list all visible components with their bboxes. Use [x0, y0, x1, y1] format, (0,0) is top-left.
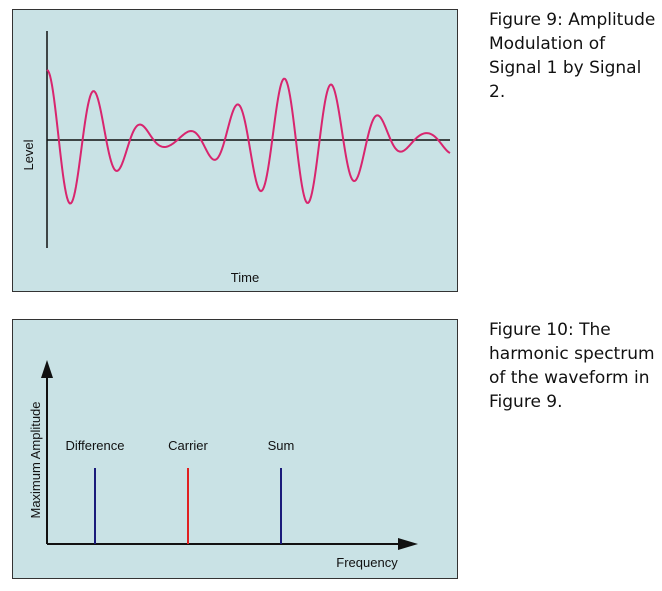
fig9-waveform	[46, 69, 451, 205]
fig10-sum-label: Sum	[268, 438, 295, 453]
fig10-xlabel: Frequency	[336, 555, 398, 570]
figure9-panel	[12, 9, 458, 292]
fig9-ylabel: Level	[21, 139, 36, 170]
figure10-panel	[12, 319, 458, 579]
fig10-x-arrowhead	[398, 538, 418, 550]
fig10-difference-label: Difference	[65, 438, 124, 453]
fig10-carrier-label: Carrier	[168, 438, 208, 453]
figure9-caption: Figure 9: Amplitude Modulation of Signal…	[489, 10, 656, 102]
fig10-ylabel: Maximum Amplitude	[28, 401, 43, 518]
fig10-y-arrowhead	[41, 360, 53, 378]
fig9-xlabel: Time	[231, 270, 259, 285]
figure10-caption: Figure 10: The harmonic spectrum of the …	[489, 320, 655, 412]
